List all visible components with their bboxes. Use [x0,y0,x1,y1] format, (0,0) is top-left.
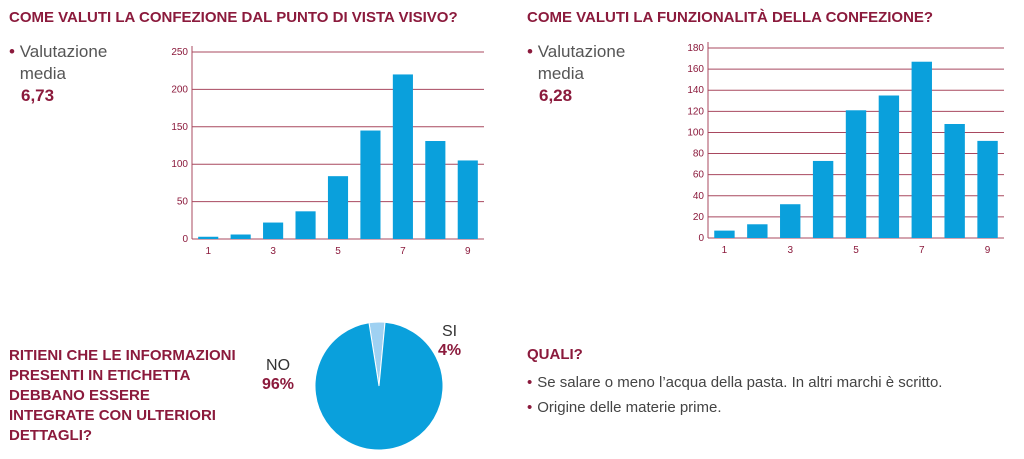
pie-slice-no [314,321,444,451]
chart2-average-value: 6,28 [539,86,573,105]
bar [198,236,219,239]
bar [392,74,413,239]
x-tick-label: 3 [270,246,276,257]
y-tick-label: 140 [687,85,704,96]
list-item-text: Se salare o meno l’acqua della pasta. In… [537,374,943,391]
x-tick-label: 3 [787,245,793,256]
bar [714,230,735,238]
pie-label-no-pct: 96% [262,376,295,393]
chart2-title: COME VALUTI LA FUNZIONALITÀ DELLA CONFEZ… [527,9,934,26]
x-tick-label: 5 [335,246,341,257]
bar [977,140,998,238]
bar [747,224,768,238]
bar [425,141,446,239]
bullet-icon: • [527,399,533,416]
chart1-average-label: Valutazione media [19,42,108,83]
question-label: RITIENI CHE LE INFORMAZIONI PRESENTI IN … [9,347,236,444]
pie-label-no-text: NO [266,357,291,374]
y-tick-label: 100 [171,159,188,170]
bullet-icon: • [9,42,20,61]
pie-label-si: SI 4% [438,322,461,360]
y-tick-label: 180 [687,43,704,54]
y-tick-label: 50 [177,197,189,208]
bullet-icon: • [527,374,533,391]
x-tick-label: 9 [465,246,471,257]
y-tick-label: 150 [171,122,188,133]
bar-chart-functionality: 0 20 40 60 80 100 120 140 160 180 1 3 5 7 9 [687,42,1004,256]
bar [911,61,932,238]
bar [360,130,381,239]
bar [263,222,284,239]
x-tick-label: 1 [205,246,211,257]
pie-chart [314,321,444,451]
bullet-icon: • [527,42,538,61]
y-tick-label: 20 [693,212,705,223]
chart2-average-label: Valutazione media [537,42,626,83]
list-item: • Se salare o meno l’acqua della pasta. I… [527,374,942,391]
bar [295,211,316,239]
chart1-average: • Valutazione media 6,73 [9,41,120,107]
chart1-title: COME VALUTI LA CONFEZIONE DAL PUNTO DI V… [9,9,458,26]
y-tick-label: 60 [693,170,705,181]
y-tick-label: 0 [182,234,188,245]
list-item: • Origine delle materie prime. [527,399,942,416]
x-tick-label: 1 [722,245,728,256]
bar [812,160,834,238]
y-tick-label: 200 [171,84,188,95]
bar [944,124,965,238]
x-tick-label: 9 [985,245,991,256]
x-tick-label: 5 [853,245,859,256]
bar [327,176,349,239]
y-tick-label: 0 [698,233,704,244]
pie-label-si-pct: 4% [438,342,462,359]
bar [457,160,478,239]
bar-chart-visual: 0 50 100 150 200 250 1 3 5 7 9 [171,46,484,257]
pie-label-no: NO 96% [262,356,294,394]
chart1-average-value: 6,73 [21,86,55,105]
x-tick-label: 7 [400,246,406,257]
y-tick-label: 40 [693,191,705,202]
y-tick-label: 120 [687,106,704,117]
quali-title: QUALI? [527,346,583,363]
bar [845,110,867,238]
y-tick-label: 160 [687,64,704,75]
list-item-text: Origine delle materie prime. [537,399,722,416]
bar [230,234,251,239]
x-tick-label: 7 [919,245,925,256]
quali-list: • Se salare o meno l’acqua della pasta. I… [527,374,942,424]
chart2-average: • Valutazione media 6,28 [527,41,638,107]
y-tick-label: 250 [171,47,188,58]
y-tick-label: 100 [687,127,704,138]
bar [878,95,900,238]
y-tick-label: 80 [693,149,705,160]
pie-label-si-text: SI [442,323,458,340]
bar [780,204,801,238]
